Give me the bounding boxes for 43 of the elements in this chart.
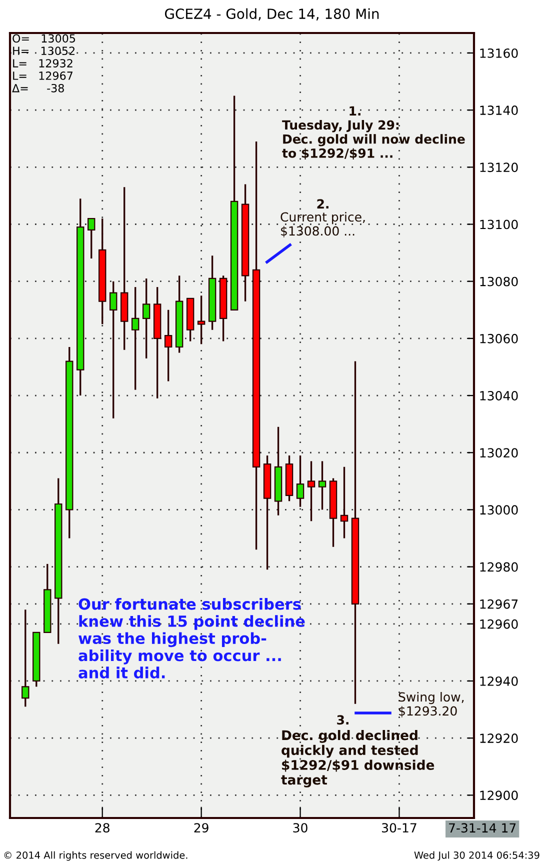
candlestick: [142, 278, 150, 360]
x-tick-label: 29: [194, 823, 208, 833]
y-tick-label: 13060: [480, 334, 518, 344]
y-tick-label: 13160: [480, 48, 518, 58]
annotation: 3.: [337, 715, 348, 725]
y-tick-label: 13040: [480, 391, 518, 400]
candlestick: [296, 454, 304, 508]
y-tick-label: 13000: [480, 505, 518, 515]
candlestick: [318, 460, 326, 511]
candlestick: [164, 309, 172, 382]
annotation: 1.: [350, 106, 360, 116]
y-tick-label: 13020: [480, 448, 518, 458]
annotation: Our fortunate subscribers knew this 15 point decline was the highest prob- ability move to occur ... and it did.: [78, 598, 305, 678]
annotation: Swing low, $1293.20: [398, 692, 464, 718]
y-tick-label: 13080: [480, 276, 518, 286]
annotation: Dec. gold declined quickly and tested $1292/$91 downside target: [281, 730, 434, 788]
text: Wed Jul 30 2014 06:54:39: [414, 851, 540, 861]
candlestick: [110, 280, 118, 420]
y-tick-label: 12940: [480, 676, 518, 686]
candlestick: [22, 608, 30, 708]
x-tick-label: 28: [95, 823, 110, 833]
text: © 2014 All rights reserved worldwide.: [4, 851, 188, 861]
y-tick-label: 12980: [480, 562, 518, 572]
text: 7-31-14 17: [449, 823, 516, 833]
candlestick: [88, 218, 96, 260]
y-tick-label: 12960: [480, 619, 518, 629]
y-tick-label: 13140: [480, 106, 518, 115]
x-tick-label: 30: [293, 823, 308, 833]
candlestick: [340, 466, 348, 540]
chart-title: GCEZ4 - Gold, Dec 14, 180 Min: [165, 8, 379, 20]
annotation: Tuesday, July 29: Dec. gold will now decline to $1292/$91 ...: [282, 120, 465, 160]
y-tick-label: 12920: [480, 734, 518, 743]
candlestick: [131, 286, 140, 391]
annotation: 2.: [317, 199, 328, 208]
candlestick: [307, 460, 316, 522]
x-tick-label: 30-17: [382, 823, 416, 833]
y-tick-label: 13120: [480, 162, 518, 172]
y-tick-label: 12900: [480, 790, 518, 800]
annotation: Current price, $1308.00 ...: [280, 212, 365, 238]
annotation: O= 13005 H= 13052 L= 12932 L= 12967 Δ= -38: [12, 34, 76, 92]
candlestick: [197, 294, 206, 345]
y-tick-label: 12967: [480, 599, 518, 609]
y-tick-label: 13100: [480, 220, 518, 230]
